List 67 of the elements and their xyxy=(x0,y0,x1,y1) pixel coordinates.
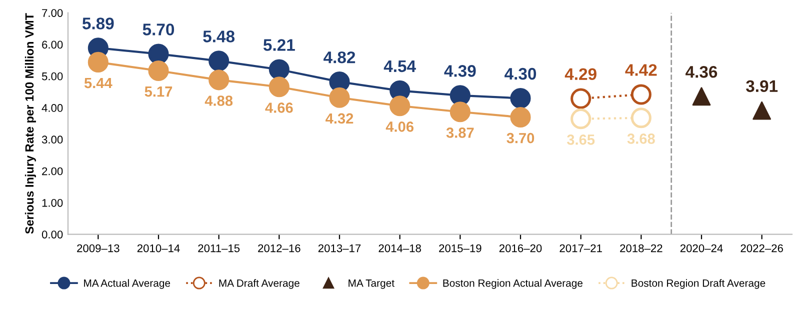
y-tick-label: 2.00 xyxy=(42,167,63,176)
point xyxy=(208,50,230,72)
point xyxy=(329,87,350,108)
data-label: 3.91 xyxy=(746,80,778,92)
data-label: 4.29 xyxy=(564,68,596,80)
data-label: 4.54 xyxy=(384,60,416,72)
point xyxy=(450,102,470,122)
point xyxy=(630,108,652,128)
data-label: 4.36 xyxy=(686,66,718,78)
x-tick-label: 2013–17 xyxy=(318,244,361,252)
x-tick-label: 2009–13 xyxy=(77,244,120,252)
point xyxy=(752,101,772,120)
x-tick-label: 2020–24 xyxy=(680,244,723,252)
point xyxy=(692,87,711,106)
y-tick-label: 0.00 xyxy=(42,230,63,238)
x-tick-label: 2016–20 xyxy=(499,244,542,252)
legend-label: Boston Region Draft Average xyxy=(632,279,766,289)
point xyxy=(510,106,531,128)
y-tick-label: 6.00 xyxy=(42,40,63,49)
point xyxy=(88,52,108,72)
y-tick-label: 4.00 xyxy=(42,104,63,112)
data-label: 4.30 xyxy=(504,68,536,80)
point xyxy=(630,84,652,105)
point xyxy=(208,70,230,90)
point xyxy=(390,96,410,116)
legend-label: Boston Region Actual Average xyxy=(443,279,582,289)
data-label: 3.87 xyxy=(446,128,474,138)
data-label: 5.17 xyxy=(144,86,172,97)
point xyxy=(510,88,531,109)
x-tick-label: 2011–15 xyxy=(198,244,240,252)
point xyxy=(148,44,169,64)
data-label: 3.68 xyxy=(627,134,655,144)
x-tick-label: 2012–16 xyxy=(258,244,300,252)
data-label: 5.89 xyxy=(82,18,114,30)
y-tick-label: 7.00 xyxy=(42,9,63,17)
point xyxy=(148,60,169,82)
x-tick-label: 2014–18 xyxy=(378,244,421,252)
point xyxy=(570,88,592,109)
x-tick-label: 2018–22 xyxy=(620,244,662,252)
legend-label: MA Actual Average xyxy=(84,279,170,289)
data-label: 4.88 xyxy=(204,96,233,106)
x-tick-label: 2022–26 xyxy=(740,244,783,252)
point xyxy=(268,59,290,80)
data-label: 5.21 xyxy=(263,39,295,51)
legend-label: MA Draft Average xyxy=(219,279,300,289)
data-label: 3.70 xyxy=(506,132,534,144)
point xyxy=(450,85,470,106)
data-label: 3.65 xyxy=(566,134,595,145)
y-tick-label: 1.00 xyxy=(42,198,63,207)
y-tick-label: 5.00 xyxy=(42,72,63,80)
y-axis-title: Serious Injury Rate per 100 Million VMT xyxy=(24,13,36,234)
x-tick-label: 2015–19 xyxy=(439,244,482,252)
data-label: 5.48 xyxy=(203,30,235,42)
data-label: 5.70 xyxy=(142,24,174,36)
point xyxy=(570,108,592,130)
x-tick-label: 2010–14 xyxy=(137,244,180,252)
data-label: 4.82 xyxy=(324,51,356,64)
data-label: 4.06 xyxy=(386,122,414,132)
legend-label: MA Target xyxy=(348,280,394,289)
data-label: 4.42 xyxy=(625,64,657,76)
data-label: 5.44 xyxy=(84,78,112,88)
data-label: 4.66 xyxy=(265,102,293,113)
x-tick-label: 2017–21 xyxy=(560,244,602,252)
data-label: 4.32 xyxy=(326,113,354,124)
data-label: 4.39 xyxy=(444,65,476,77)
point xyxy=(268,76,290,98)
y-tick-label: 3.00 xyxy=(42,136,63,144)
